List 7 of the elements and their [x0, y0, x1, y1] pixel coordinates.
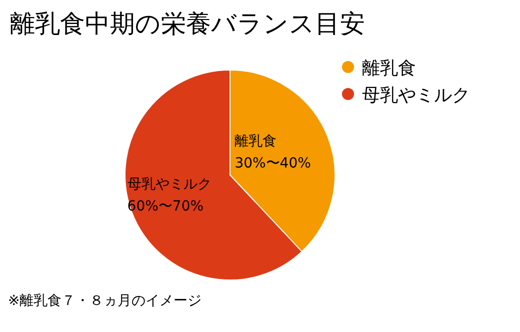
legend-label: 母乳やミルク: [362, 85, 470, 106]
slice-label: 母乳やミルク: [127, 176, 212, 192]
text: ※離乳食７・８ヵ月のイメージ: [8, 293, 202, 309]
chart-title: 離乳食中期の栄養バランス目安: [10, 9, 365, 38]
slice-label: 離乳食: [234, 134, 277, 150]
legend-label: 離乳食: [362, 58, 416, 79]
text: 30%〜40%: [234, 156, 311, 172]
